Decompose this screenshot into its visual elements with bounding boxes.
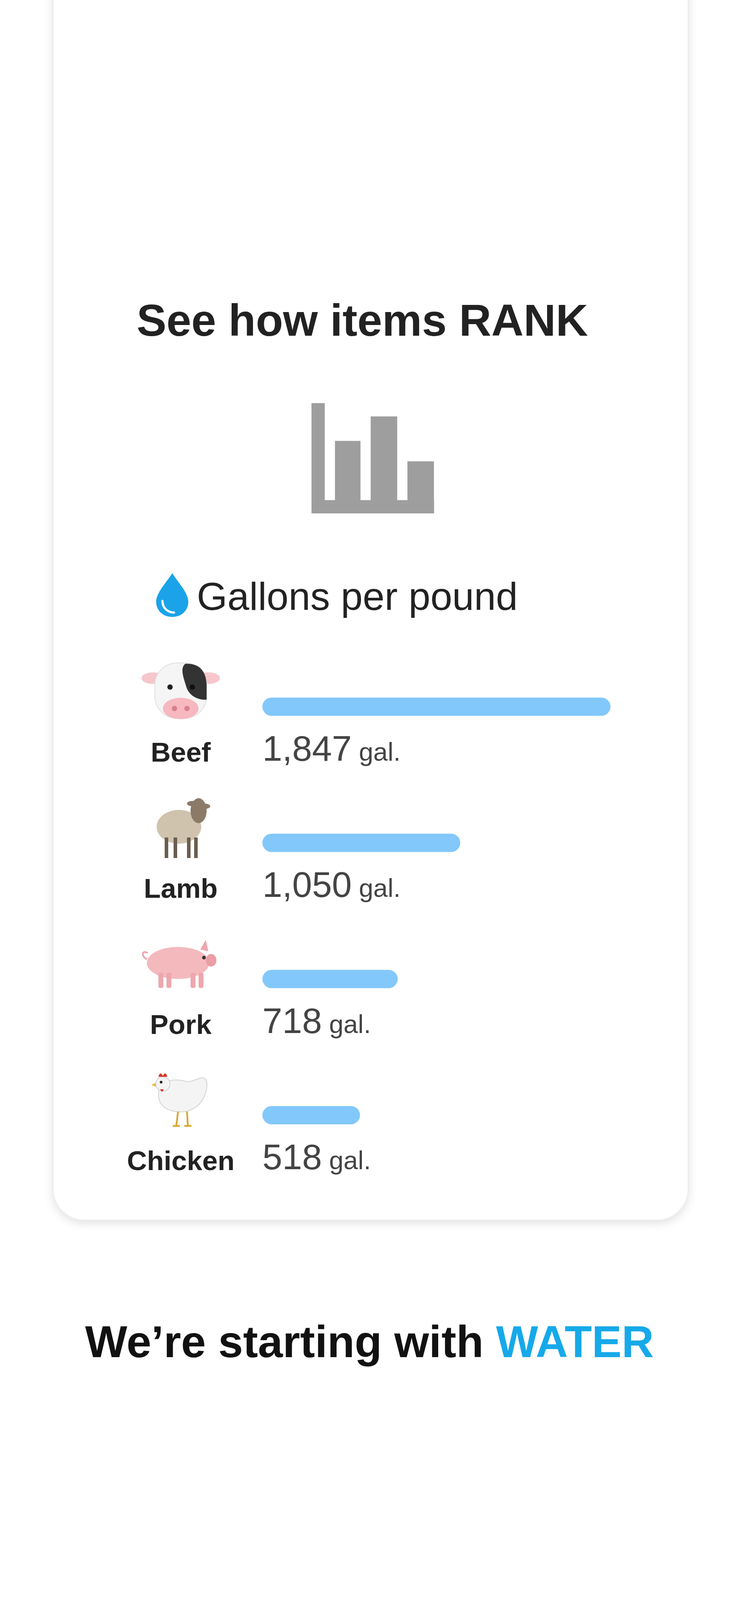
rank-icon: [311, 402, 434, 514]
icon-part: [199, 803, 211, 809]
footer-highlight: WATER: [496, 1316, 655, 1366]
drop-highlight: [162, 600, 175, 613]
page: See how items RANK Gallons per pound 1,847…: [0, 0, 739, 1600]
icon-part: [173, 837, 178, 858]
footer: We’re starting withWATER: [85, 1316, 654, 1366]
data-label-value: 518: [262, 1136, 322, 1177]
icon-part: [162, 697, 199, 719]
icon-part: [186, 837, 191, 858]
icon-part: [171, 705, 178, 711]
icon-part: [159, 1080, 163, 1084]
icon-part: [164, 837, 169, 858]
bar: [262, 969, 398, 989]
icon-part: [158, 972, 164, 988]
data-label: 718gal.: [262, 1000, 371, 1041]
chart-title: Gallons per pound: [196, 573, 518, 619]
icon-part: [158, 1072, 168, 1077]
data-label-value: 1,847: [262, 728, 352, 769]
data-label-value: 1,050: [262, 864, 352, 905]
category-label: Lamb: [143, 872, 218, 904]
header-title: See how items RANK: [136, 294, 588, 345]
category-label: Chicken: [126, 1144, 235, 1176]
data-labels: 1,847gal.1,050gal.718gal.518gal.: [262, 728, 401, 1177]
data-label-value: 718: [262, 1000, 322, 1041]
icon-part: [205, 953, 217, 967]
category-label: Pork: [149, 1008, 212, 1040]
footer-text: We’re starting with: [85, 1316, 484, 1366]
data-label-unit: gal.: [328, 1008, 371, 1038]
icon-part: [190, 972, 196, 988]
data-label-unit: gal.: [358, 736, 401, 766]
icon-part: [167, 684, 173, 690]
bar: [262, 1105, 361, 1125]
icon-part: [202, 955, 206, 960]
icon-part: [189, 684, 196, 690]
data-label: 1,847gal.: [262, 728, 401, 769]
animal-icon: [151, 1072, 208, 1126]
rank-icon-part: [370, 416, 398, 514]
category-labels: Beef Lamb Pork Chicken: [126, 736, 235, 1176]
data-label-unit: gal.: [358, 872, 401, 902]
category-label: Beef: [150, 736, 212, 768]
rank-icon-part: [407, 460, 434, 514]
water-drop: [156, 572, 189, 617]
animal-icon: [156, 797, 211, 858]
icon-part: [186, 800, 198, 806]
card: [53, 0, 689, 1220]
rank-icon-part: [311, 402, 325, 514]
animal-icons: [141, 662, 221, 1126]
icon-part: [194, 837, 198, 858]
data-label: 1,050gal.: [262, 864, 401, 905]
icon-part: [160, 1088, 164, 1092]
icon-part: [172, 1111, 192, 1126]
data-label: 518gal.: [262, 1136, 371, 1177]
animal-icon: [141, 662, 221, 719]
icon-part: [198, 972, 204, 988]
icon-part: [184, 705, 190, 711]
rank-icon-part: [335, 440, 361, 514]
icon-part: [142, 951, 148, 960]
drop-shape: [156, 572, 189, 617]
bar: [262, 697, 611, 716]
data-label-unit: gal.: [328, 1145, 371, 1175]
icon-part: [166, 972, 172, 988]
icon-part: [151, 1082, 156, 1087]
icon-part: [200, 939, 209, 951]
bars: [262, 697, 611, 1125]
icon-part: [155, 1076, 171, 1091]
bar: [262, 833, 461, 852]
icon-part: [182, 663, 207, 700]
animal-icon: [142, 939, 217, 988]
